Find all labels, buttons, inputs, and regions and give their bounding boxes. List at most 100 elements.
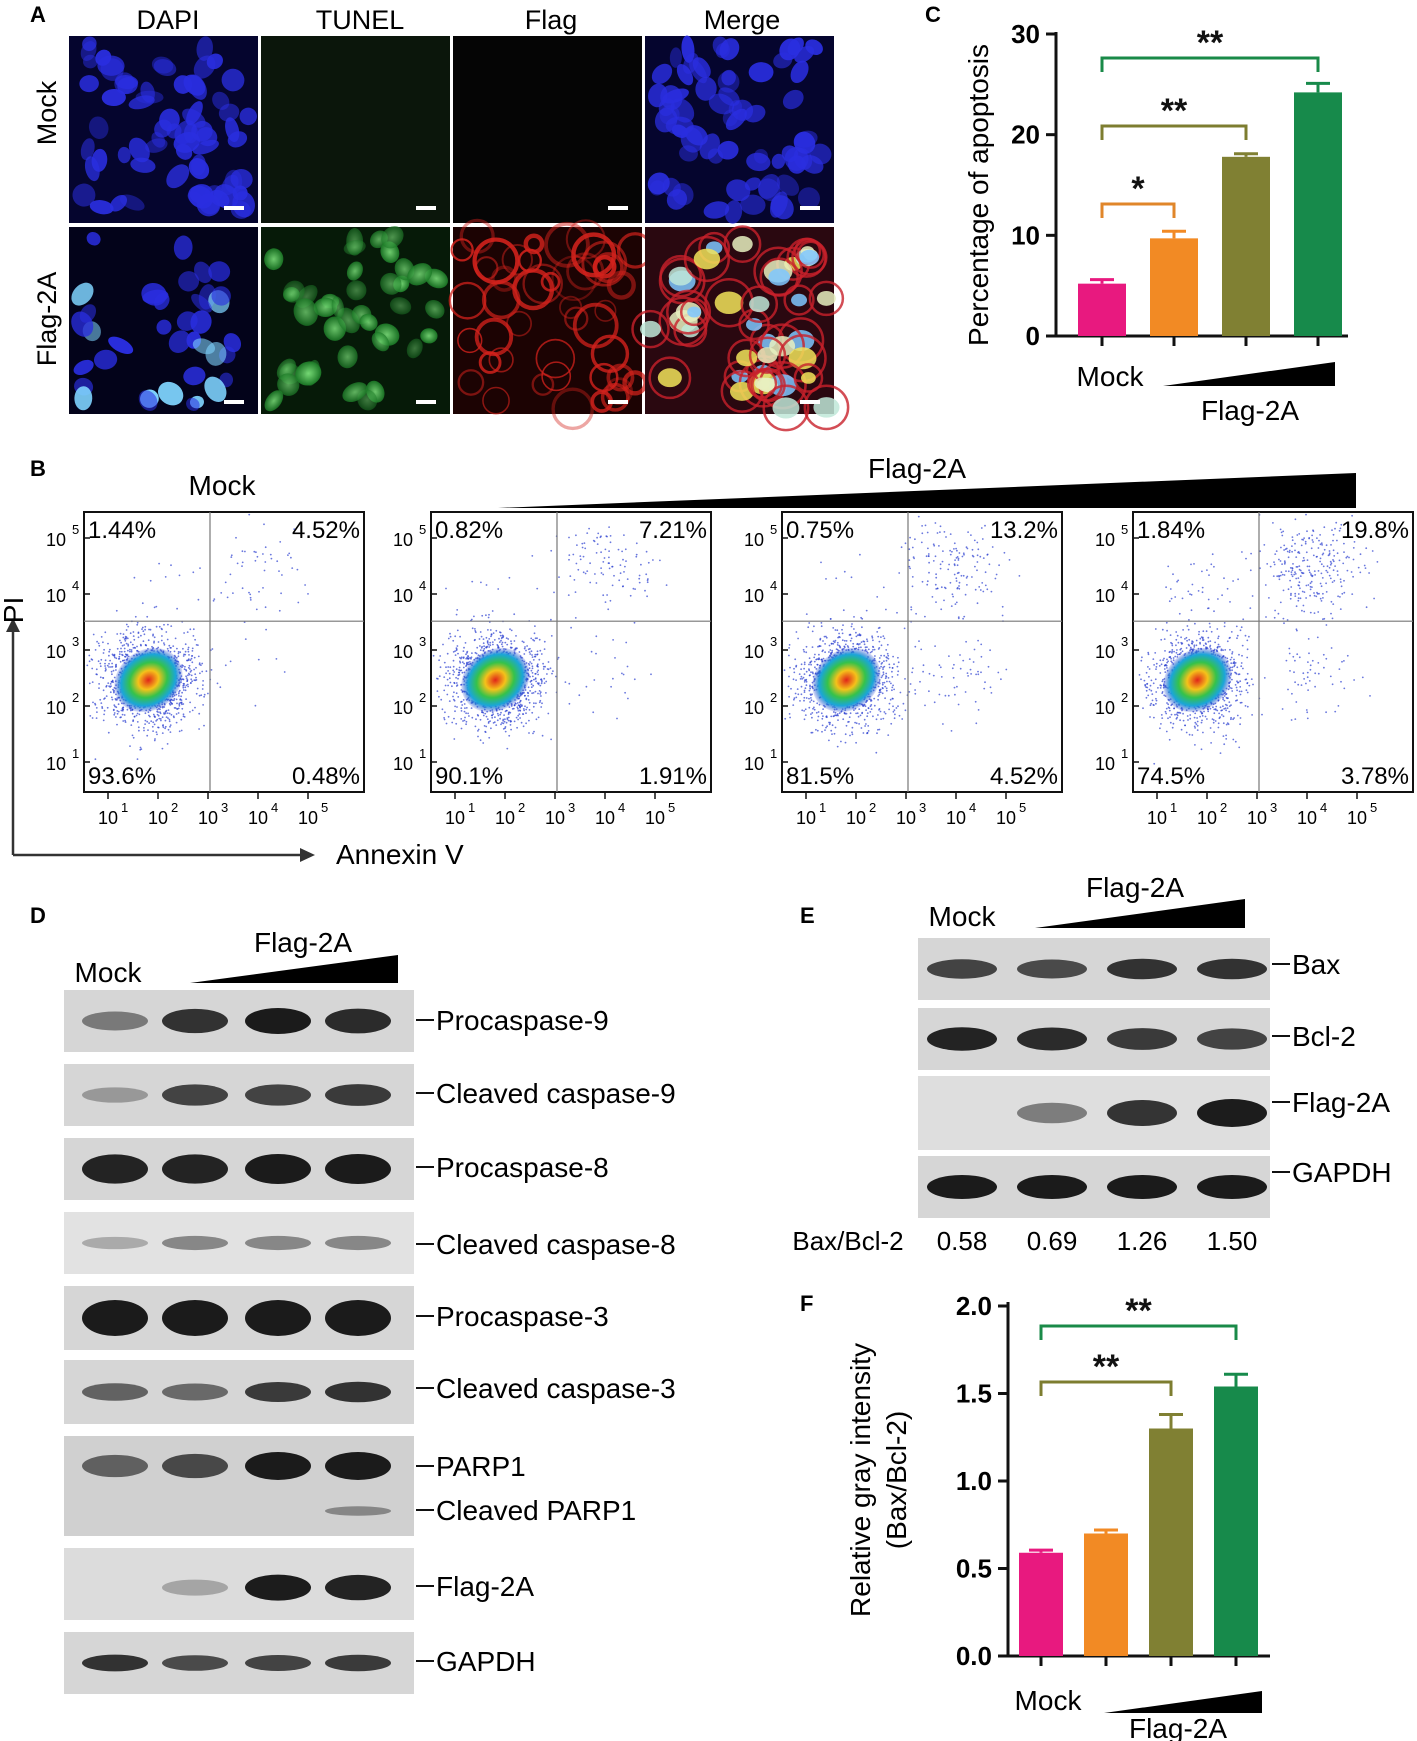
cell-nucleus [183,366,206,386]
event-dot [540,678,542,681]
event-dot [123,714,126,716]
event-dot [973,648,976,651]
event-dot [108,650,111,653]
event-dot [852,645,855,648]
cell-nucleus [703,201,730,219]
cell-nucleus [768,268,791,286]
event-dot [849,639,852,642]
event-dot [1306,530,1308,533]
event-dot [113,655,116,657]
event-dot [878,660,881,663]
event-dot [189,671,192,673]
cell-nucleus [79,75,99,93]
event-dot [982,590,985,593]
cell-nucleus [732,236,753,253]
event-dot [537,673,539,676]
cell-outline [523,233,545,255]
event-dot [157,646,160,649]
cell-outline [478,351,502,374]
event-dot [452,651,455,653]
event-dot [522,713,525,715]
event-dot [815,711,818,714]
event-dot [118,657,121,660]
event-dot [535,680,537,683]
event-dot [853,616,855,618]
event-dot [884,685,887,688]
event-dot [278,609,281,612]
event-dot [878,657,881,659]
event-dot [1222,649,1224,652]
event-dot [957,703,960,706]
event-dot [460,710,463,712]
cell-nucleus [676,64,694,86]
event-dot [109,659,111,662]
event-dot [135,714,138,717]
event-dot [878,728,881,731]
event-dot [965,577,968,579]
cell-outline [566,252,605,291]
cell-outline [541,361,572,392]
chart-c-mock-label: Mock [1077,361,1145,392]
event-dot [539,699,542,702]
event-dot [824,643,826,645]
event-dot [504,710,507,713]
event-dot [811,731,814,734]
event-dot [514,648,517,651]
event-dot [439,655,442,657]
event-dot [438,659,440,662]
event-dot [142,640,145,643]
event-dot [572,553,575,556]
event-dot [462,656,465,659]
event-dot [882,673,885,676]
event-dot [863,704,865,706]
event-dot [893,688,895,691]
event-dot [892,705,894,708]
flow-plot-frame [83,511,365,793]
event-dot [959,654,961,656]
event-dot [132,719,135,722]
event-dot [156,710,159,713]
event-dot [1204,715,1207,718]
cell-outline [457,327,483,354]
event-dot [120,641,122,644]
event-dot [828,651,830,653]
cell-nucleus [790,60,809,84]
event-dot [500,723,502,726]
cell-outline [631,309,670,349]
event-dot [496,644,499,646]
event-dot [255,608,258,611]
event-dot [1301,609,1303,612]
event-dot [465,662,468,665]
event-dot [555,675,557,678]
event-dot [456,609,459,611]
event-dot [483,725,486,727]
event-dot [546,673,548,675]
cell-outline [762,384,810,432]
cell-nucleus [239,107,257,126]
event-dot [173,699,175,702]
event-dot [884,697,886,700]
event-dot [542,668,545,670]
cell-nucleus [772,397,800,419]
y-tick-label: 10 [46,698,66,718]
cell-nucleus [74,386,93,411]
x-tick-label: 10 [248,808,268,828]
event-dot [463,710,466,713]
event-dot [168,720,171,723]
event-dot [536,653,539,656]
event-dot [1217,635,1220,638]
cell-nucleus [211,286,231,306]
event-dot [109,648,111,651]
event-dot [1154,628,1157,630]
nuclei-flag2a-dapi [71,231,242,411]
event-dot [872,715,874,718]
event-dot [849,734,851,737]
event-dot [486,718,489,721]
event-dot [464,707,466,709]
flow-plot-frame [1132,511,1414,793]
event-dot [818,653,820,656]
event-dot [927,555,930,558]
cell-outline [748,336,787,374]
event-dot [805,645,808,648]
event-dot [1357,566,1360,569]
